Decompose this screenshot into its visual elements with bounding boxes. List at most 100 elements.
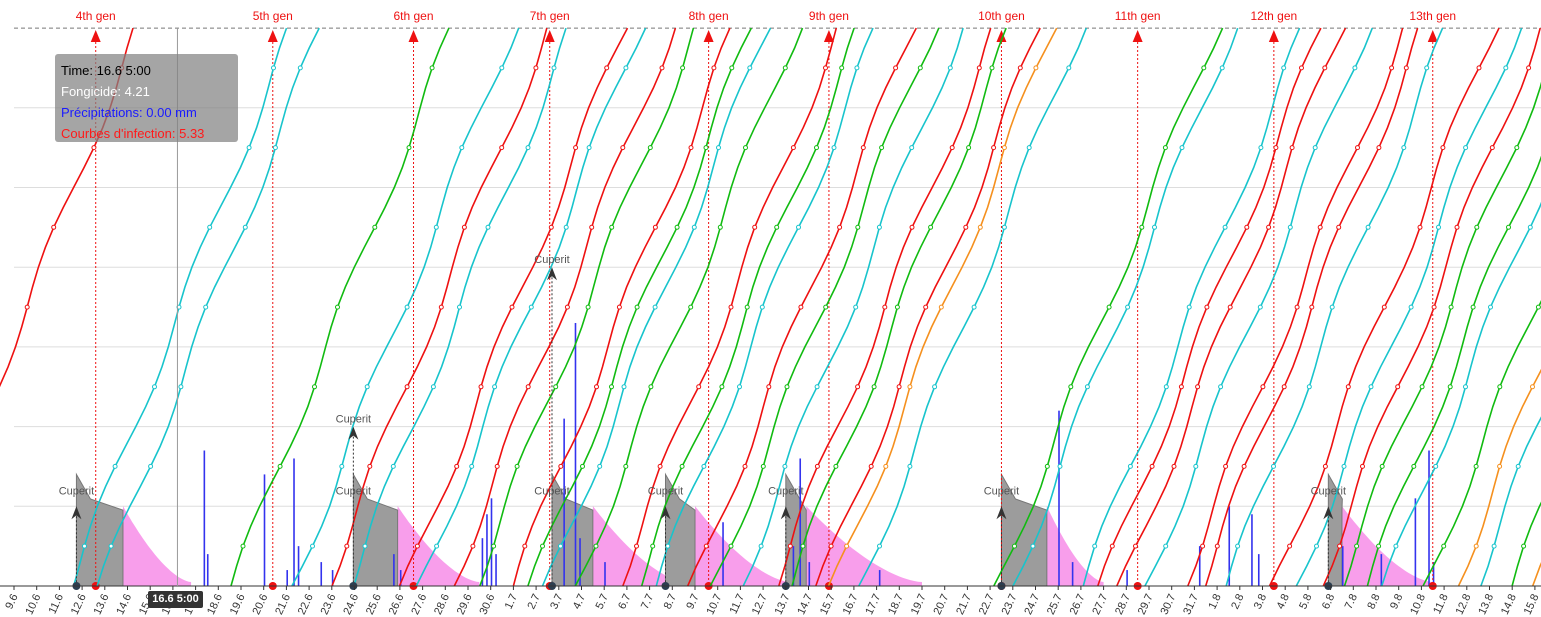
fungicide-decay-area — [806, 506, 922, 586]
curve-point — [1260, 384, 1266, 390]
treatment-arrow — [71, 506, 82, 520]
curve-point — [1389, 65, 1395, 71]
curve-point — [855, 224, 861, 230]
curve-point — [696, 384, 702, 390]
x-tick-label: 10.8 — [1408, 592, 1428, 616]
x-tick-label: 21.6 — [273, 592, 293, 616]
curve-point — [1433, 463, 1439, 469]
x-tick-label: 6.7 — [616, 592, 633, 611]
curve-point — [1476, 65, 1482, 71]
curve-point — [335, 304, 340, 310]
curve-point — [1178, 384, 1184, 390]
treatment-arrows: Cuperit Cuperit Cuperit Cuperit Cuperit Cuper… — [59, 254, 1346, 590]
curve-point — [759, 304, 765, 310]
curve-point — [893, 65, 899, 71]
curve-point — [1473, 543, 1479, 549]
curve-point — [1503, 65, 1509, 71]
curve-point — [798, 304, 804, 310]
precipitation-bar — [1198, 546, 1201, 586]
curve-point — [854, 65, 860, 71]
curve-point — [674, 224, 680, 230]
x-tick-label: 31.7 — [1181, 592, 1201, 616]
x-tick-label: 23.6 — [319, 592, 339, 616]
curve-point — [1306, 384, 1312, 390]
curve-point — [623, 65, 629, 71]
curve-point — [548, 224, 554, 230]
curve-point — [404, 384, 410, 390]
curve-point — [1447, 384, 1453, 390]
curve-point — [312, 384, 317, 390]
curve-point — [24, 304, 30, 310]
curve-point — [1365, 224, 1371, 230]
curve-point — [372, 224, 378, 230]
curve-point — [782, 463, 788, 469]
treatment-arrow — [660, 506, 671, 520]
generation-arrow — [823, 30, 834, 42]
treatment-label: Cuperit — [984, 485, 1019, 497]
precipitation-bar — [878, 570, 881, 586]
curve-point — [509, 304, 515, 310]
curve-point — [853, 304, 859, 310]
curve-point — [766, 384, 772, 390]
curve-point — [1044, 463, 1050, 469]
curve-point — [665, 543, 671, 549]
precipitation-bar — [495, 554, 497, 586]
curve-point — [814, 145, 819, 151]
x-tick-label: 9.7 — [684, 592, 701, 611]
curve-point — [1227, 304, 1233, 310]
infection-curve — [1457, 368, 1541, 587]
precipitation-bar — [1071, 562, 1074, 586]
curve-point — [1514, 145, 1520, 151]
curve-point — [688, 145, 694, 151]
curve-point — [1299, 65, 1304, 71]
x-tick-label: 26.7 — [1068, 592, 1088, 616]
curve-point — [1201, 65, 1207, 71]
curve-point — [796, 224, 801, 230]
curve-point — [1068, 384, 1074, 390]
precipitation-bar — [293, 458, 295, 586]
precipitation-bar — [1341, 546, 1344, 586]
x-tick-label: 10.7 — [704, 592, 724, 616]
curve-point — [1408, 304, 1414, 310]
curve-point — [148, 463, 154, 469]
curve-point — [112, 463, 118, 469]
x-tick-label: 11.6 — [47, 592, 67, 616]
curve-point — [1057, 463, 1063, 469]
x-tick-label: 7.7 — [639, 592, 656, 611]
curve-point — [344, 543, 350, 549]
fungicide-decay-area — [122, 506, 192, 586]
curve-point — [499, 65, 505, 71]
curve-point — [1133, 543, 1138, 549]
curve-point — [1309, 304, 1315, 310]
curve-point — [271, 65, 276, 71]
precipitation-bar — [574, 322, 577, 586]
curve-point — [525, 145, 531, 151]
curve-point — [1441, 543, 1447, 549]
curve-point — [1393, 543, 1399, 549]
curve-point — [609, 384, 614, 390]
curve-point — [485, 224, 491, 230]
treatment-label: Cuperit — [1311, 485, 1346, 497]
x-tick-label: 5.7 — [594, 592, 611, 611]
x-tick-label: 22.6 — [296, 592, 316, 616]
curve-point — [1470, 304, 1476, 310]
precipitation-bar — [320, 562, 323, 586]
curve-point — [1497, 463, 1503, 469]
curve-point — [580, 463, 585, 469]
curve-point — [1417, 224, 1423, 230]
curve-point — [1403, 65, 1409, 71]
curve-point — [469, 463, 475, 469]
curve-point — [1223, 463, 1229, 469]
curve-point — [277, 463, 283, 469]
curve-point — [703, 543, 709, 549]
fungicide-decay-area — [1046, 506, 1104, 586]
infection-curve — [1381, 201, 1541, 587]
curve-point — [1204, 304, 1210, 310]
curve-point — [91, 145, 97, 151]
curve-point — [894, 304, 900, 310]
x-tick-label: 1.8 — [1206, 592, 1223, 611]
x-tick-label: 22.7 — [977, 592, 997, 616]
curve-point — [1395, 384, 1401, 390]
curve-point — [429, 65, 435, 71]
